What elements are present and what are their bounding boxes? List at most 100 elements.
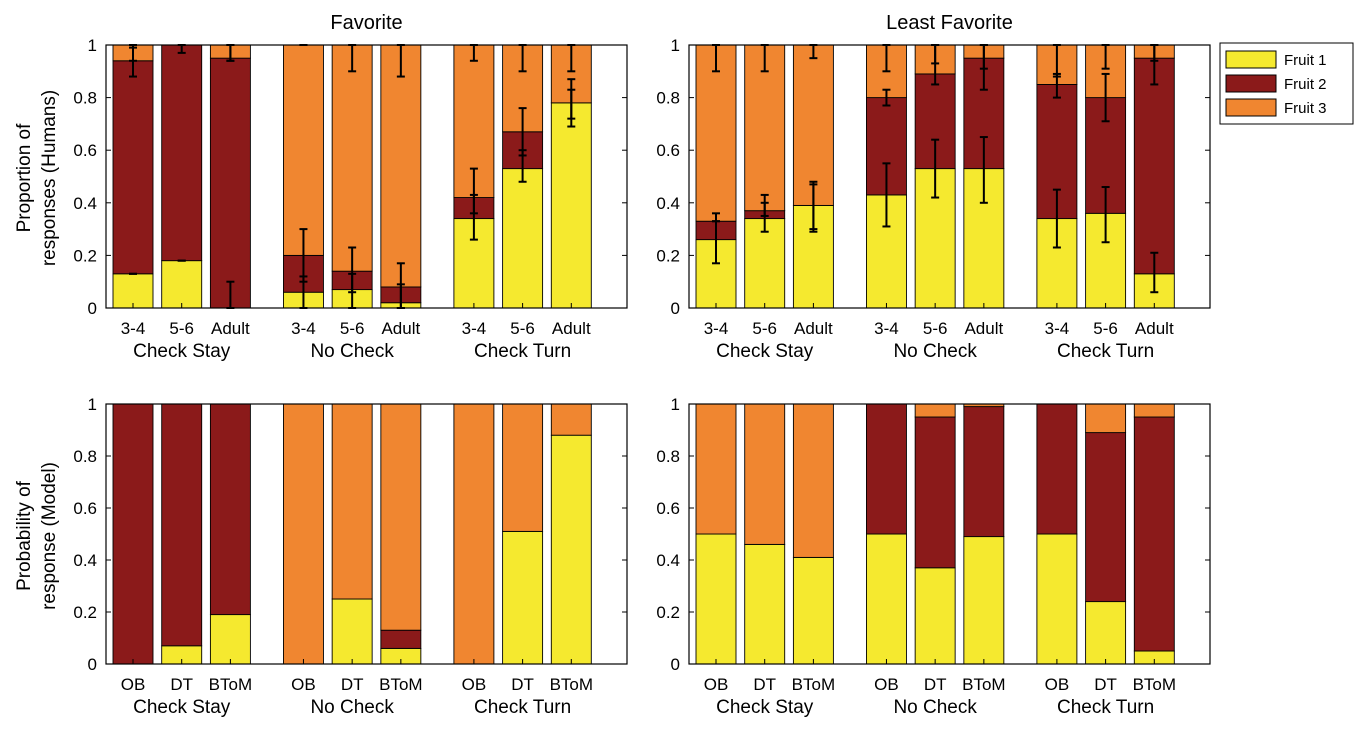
y-tick-label: 0 bbox=[671, 655, 680, 674]
group-label: No Check bbox=[310, 341, 394, 362]
legend-swatch-fruit-1 bbox=[1225, 50, 1277, 69]
x-tick-label: BToM bbox=[379, 675, 422, 694]
bar-segment-fruit-2 bbox=[1085, 432, 1127, 603]
y-tick-label: 0.6 bbox=[656, 141, 680, 160]
bar-segment-fruit-3 bbox=[914, 403, 956, 418]
axes-frame bbox=[105, 403, 628, 665]
x-tick-label: 5-6 bbox=[169, 319, 194, 338]
bar-segment-fruit-3 bbox=[1133, 403, 1175, 418]
bar-segment-fruit-2 bbox=[209, 403, 251, 616]
group-label: Check Stay bbox=[716, 697, 814, 718]
y-tick-label: 0.2 bbox=[73, 246, 97, 265]
chart-panel-2: Least Favorite 3-4 5-6 Adult Check Stay 3-4 5-… bbox=[656, 12, 1211, 362]
x-tick-label: Adult bbox=[211, 319, 250, 338]
x-tick-label: BToM bbox=[792, 675, 835, 694]
group-label: Check Turn bbox=[1057, 697, 1154, 718]
group-label: Check Turn bbox=[1057, 341, 1154, 362]
y-tick-label: 0.8 bbox=[73, 89, 97, 108]
bar-segment-fruit-3 bbox=[502, 403, 544, 532]
x-tick-label: OB bbox=[874, 675, 899, 694]
x-tick-label: DT bbox=[1094, 675, 1117, 694]
x-tick-label: BToM bbox=[1133, 675, 1176, 694]
x-tick-label: 3-4 bbox=[121, 319, 146, 338]
legend-label-fruit-1: Fruit 1 bbox=[1284, 52, 1327, 69]
x-tick-label: 5-6 bbox=[752, 319, 777, 338]
x-tick-label: BToM bbox=[209, 675, 252, 694]
x-tick-label: 3-4 bbox=[704, 319, 729, 338]
y-tick-label: 0 bbox=[88, 655, 97, 674]
y-tick-label: 1 bbox=[671, 395, 680, 414]
bar-segment-fruit-1 bbox=[963, 536, 1005, 665]
bar-segment-fruit-1 bbox=[866, 533, 907, 665]
group-label: Check Stay bbox=[716, 341, 814, 362]
group-label: Check Turn bbox=[474, 341, 571, 362]
bar-segment-fruit-2 bbox=[209, 57, 251, 309]
y-tick-label: 0.6 bbox=[656, 499, 680, 518]
chart-title: Least Favorite bbox=[886, 12, 1013, 34]
bar-segment-fruit-2 bbox=[963, 406, 1005, 538]
row-label-top-line1: Proportion of bbox=[14, 123, 35, 233]
chart-title: Favorite bbox=[330, 12, 402, 34]
bar-segment-fruit-3 bbox=[331, 403, 373, 600]
y-tick-label: 0.2 bbox=[73, 603, 97, 622]
bar-segment-fruit-3 bbox=[792, 403, 834, 558]
x-tick-label: 3-4 bbox=[1045, 319, 1070, 338]
x-tick-label: Adult bbox=[794, 319, 833, 338]
x-tick-label: DT bbox=[511, 675, 534, 694]
y-tick-label: 0.6 bbox=[73, 141, 97, 160]
bar-segment-fruit-2 bbox=[866, 403, 907, 535]
x-tick-label: DT bbox=[170, 675, 193, 694]
bar-segment-fruit-1 bbox=[161, 260, 203, 309]
y-tick-label: 0.4 bbox=[73, 194, 97, 213]
chart-panels: Favorite 3-4 5-6 Adult Check Stay 3-4 5-6 Adult… bbox=[73, 12, 1211, 718]
bar-segment-fruit-1 bbox=[1036, 533, 1078, 665]
bar-segment-fruit-2 bbox=[161, 403, 203, 647]
group-label: Check Turn bbox=[474, 697, 571, 718]
bar-segment-fruit-2 bbox=[1133, 57, 1175, 275]
x-tick-label: Adult bbox=[552, 319, 591, 338]
legend: Fruit 1 Fruit 2 Fruit 3 bbox=[1219, 42, 1354, 125]
bar-segment-fruit-3 bbox=[453, 403, 495, 665]
bar-segment-fruit-2 bbox=[161, 44, 203, 262]
x-tick-label: 5-6 bbox=[923, 319, 948, 338]
bar-segment-fruit-1 bbox=[744, 543, 786, 665]
bar-segment-fruit-3 bbox=[695, 403, 737, 535]
chart-panel-4: OB DT BToM Check Stay OB DT BToM No Check OB DT BT… bbox=[656, 395, 1211, 718]
x-tick-label: Adult bbox=[964, 319, 1003, 338]
bar-segment-fruit-3 bbox=[550, 403, 592, 436]
bar-segment-fruit-3 bbox=[1085, 403, 1127, 434]
group-label: No Check bbox=[893, 341, 977, 362]
bar-segment-fruit-1 bbox=[550, 102, 592, 309]
bar-segment-fruit-1 bbox=[550, 434, 592, 665]
y-tick-label: 0.4 bbox=[656, 194, 680, 213]
bar-segment-fruit-1 bbox=[695, 533, 737, 665]
row-label-bottom-line1: Probability of bbox=[14, 480, 35, 591]
y-tick-label: 0 bbox=[88, 299, 97, 318]
y-tick-label: 0.8 bbox=[656, 89, 680, 108]
x-tick-label: BToM bbox=[962, 675, 1005, 694]
bar-segment-fruit-1 bbox=[331, 598, 373, 665]
bar-segment-fruit-3 bbox=[380, 44, 422, 288]
x-tick-label: Adult bbox=[1135, 319, 1174, 338]
chart-panel-1: Favorite 3-4 5-6 Adult Check Stay 3-4 5-6 Adult… bbox=[73, 12, 628, 362]
bar-segment-fruit-3 bbox=[283, 44, 324, 256]
x-tick-label: 5-6 bbox=[1093, 319, 1118, 338]
x-tick-label: 3-4 bbox=[462, 319, 487, 338]
bar-segment-fruit-3 bbox=[695, 44, 737, 222]
legend-swatch-fruit-2 bbox=[1225, 74, 1277, 93]
bar-segment-fruit-3 bbox=[744, 44, 786, 212]
axes-frame bbox=[688, 403, 1211, 665]
group-label: No Check bbox=[310, 697, 394, 718]
y-tick-label: 0.4 bbox=[656, 551, 680, 570]
y-tick-label: 1 bbox=[671, 36, 680, 55]
y-tick-label: 0.2 bbox=[656, 603, 680, 622]
row-label-bottom-line2: response (Model) bbox=[39, 462, 60, 610]
x-tick-label: OB bbox=[462, 675, 487, 694]
bar-segment-fruit-3 bbox=[331, 44, 373, 272]
axes-frame bbox=[105, 44, 628, 309]
bar-segment-fruit-2 bbox=[380, 629, 422, 649]
y-tick-label: 0.6 bbox=[73, 499, 97, 518]
bar-segment-fruit-1 bbox=[209, 614, 251, 665]
x-tick-label: OB bbox=[291, 675, 316, 694]
